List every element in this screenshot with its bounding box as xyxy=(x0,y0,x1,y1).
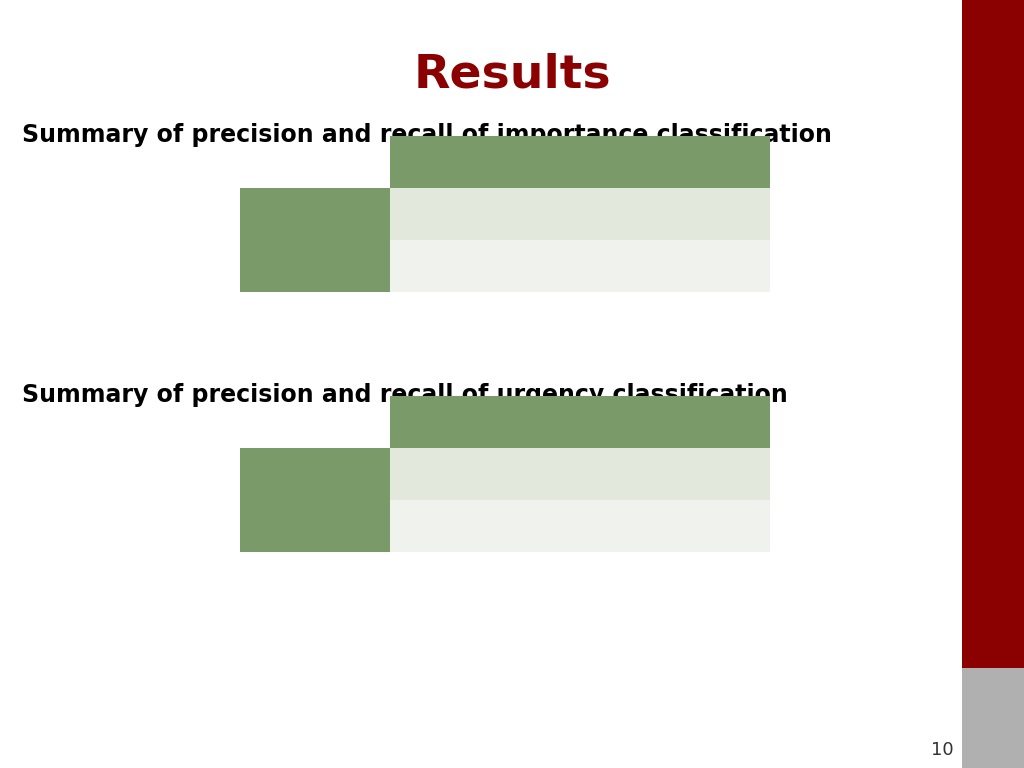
Text: 92.6%: 92.6% xyxy=(642,516,709,536)
Bar xyxy=(580,188,770,240)
Text: Results: Results xyxy=(414,53,610,98)
Text: 88.2%: 88.2% xyxy=(642,256,708,276)
Text: Precision: Precision xyxy=(261,256,369,276)
Bar xyxy=(580,500,770,552)
Text: 8.3%: 8.3% xyxy=(459,464,511,484)
Text: 26.1%: 26.1% xyxy=(452,256,518,276)
Bar xyxy=(390,188,580,240)
Text: Summary of precision and recall of urgency classification: Summary of precision and recall of urgen… xyxy=(22,383,787,407)
Text: Random: Random xyxy=(437,152,532,172)
Bar xyxy=(580,448,770,500)
Bar xyxy=(962,0,1024,768)
Text: Recall: Recall xyxy=(280,464,350,484)
Bar xyxy=(390,448,580,500)
Text: PMA: PMA xyxy=(649,152,701,172)
Text: Recall: Recall xyxy=(280,204,350,224)
Text: PMA: PMA xyxy=(649,412,701,432)
Bar xyxy=(580,240,770,292)
Bar xyxy=(390,240,580,292)
Text: 10: 10 xyxy=(931,741,953,759)
Bar xyxy=(240,448,390,500)
Text: Random: Random xyxy=(437,412,532,432)
Bar xyxy=(962,668,1024,768)
Bar xyxy=(390,396,580,448)
Text: Precision: Precision xyxy=(261,516,369,536)
Bar xyxy=(390,500,580,552)
Text: 8.3%: 8.3% xyxy=(459,516,511,536)
Text: 94.8%: 94.8% xyxy=(642,464,708,484)
Text: 96.3%: 96.3% xyxy=(642,204,709,224)
Bar xyxy=(240,188,390,240)
Text: Summary of precision and recall of importance classification: Summary of precision and recall of impor… xyxy=(22,123,831,147)
Bar xyxy=(240,500,390,552)
Bar xyxy=(240,240,390,292)
Bar xyxy=(580,136,770,188)
Bar xyxy=(390,136,580,188)
Text: 33.3%: 33.3% xyxy=(452,204,518,224)
Bar xyxy=(580,396,770,448)
